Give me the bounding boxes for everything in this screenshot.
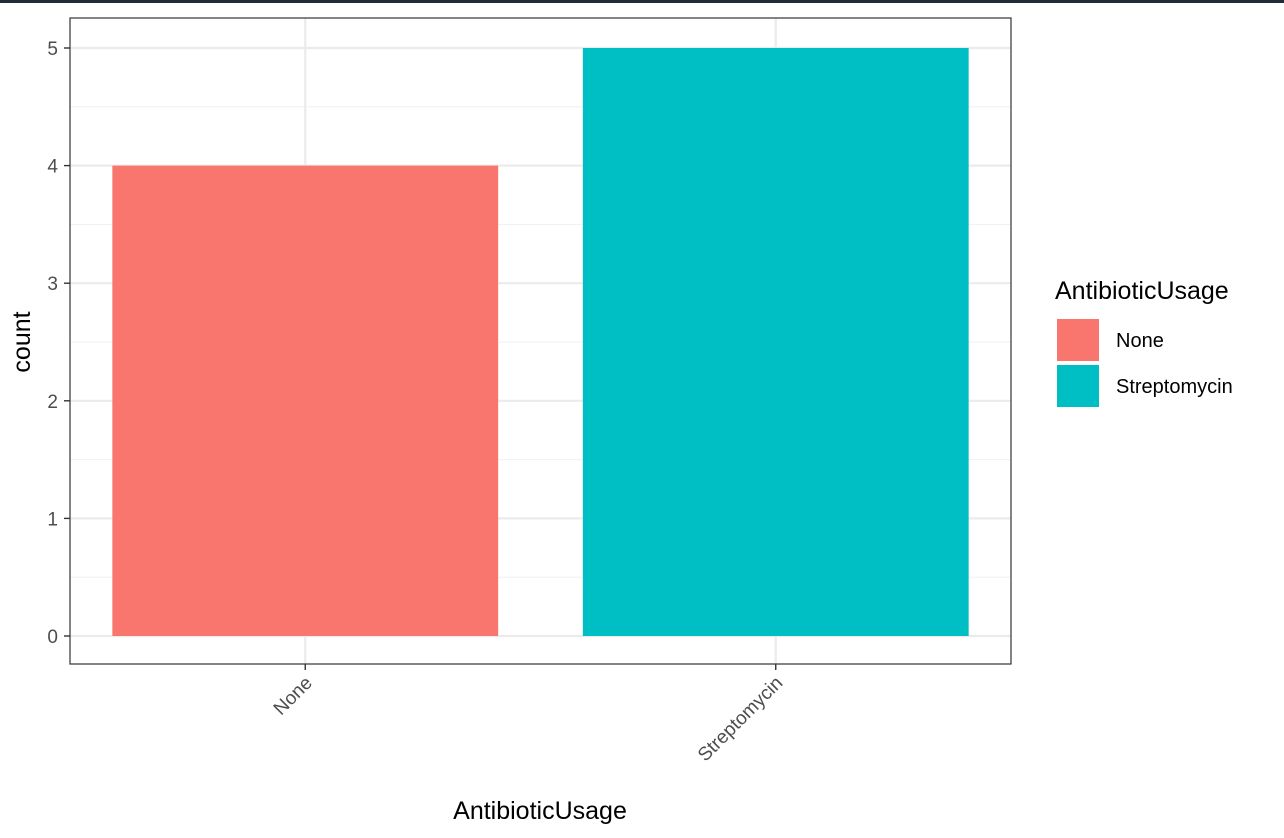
y-axis-title: count xyxy=(8,311,36,372)
bar-none xyxy=(112,165,499,636)
legend: AntibioticUsage None Streptomycin xyxy=(1055,277,1233,407)
y-axis-ticks: 0 1 2 3 4 5 xyxy=(47,39,70,648)
legend-key-none xyxy=(1057,319,1099,361)
legend-title: AntibioticUsage xyxy=(1055,277,1229,305)
legend-key-streptomycin xyxy=(1057,365,1099,407)
y-tick-label: 3 xyxy=(47,274,58,295)
y-tick-label: 0 xyxy=(47,627,58,648)
y-tick-label: 4 xyxy=(47,157,58,178)
bars xyxy=(112,48,969,636)
window-top-border xyxy=(0,0,1284,3)
y-tick-label: 2 xyxy=(47,392,58,413)
legend-entries: None Streptomycin xyxy=(1057,319,1233,407)
legend-label-streptomycin: Streptomycin xyxy=(1116,376,1233,398)
x-axis-ticks: None Streptomycin xyxy=(270,664,787,766)
y-tick-label: 1 xyxy=(47,509,58,530)
y-tick-label: 5 xyxy=(47,39,58,60)
legend-label-none: None xyxy=(1116,330,1164,352)
x-tick-label-streptomycin: Streptomycin xyxy=(694,673,787,766)
plot-panel-border xyxy=(69,17,1012,665)
x-axis-title: AntibioticUsage xyxy=(453,797,627,825)
x-tick-label-none: None xyxy=(270,673,317,720)
bar-streptomycin xyxy=(582,48,969,636)
